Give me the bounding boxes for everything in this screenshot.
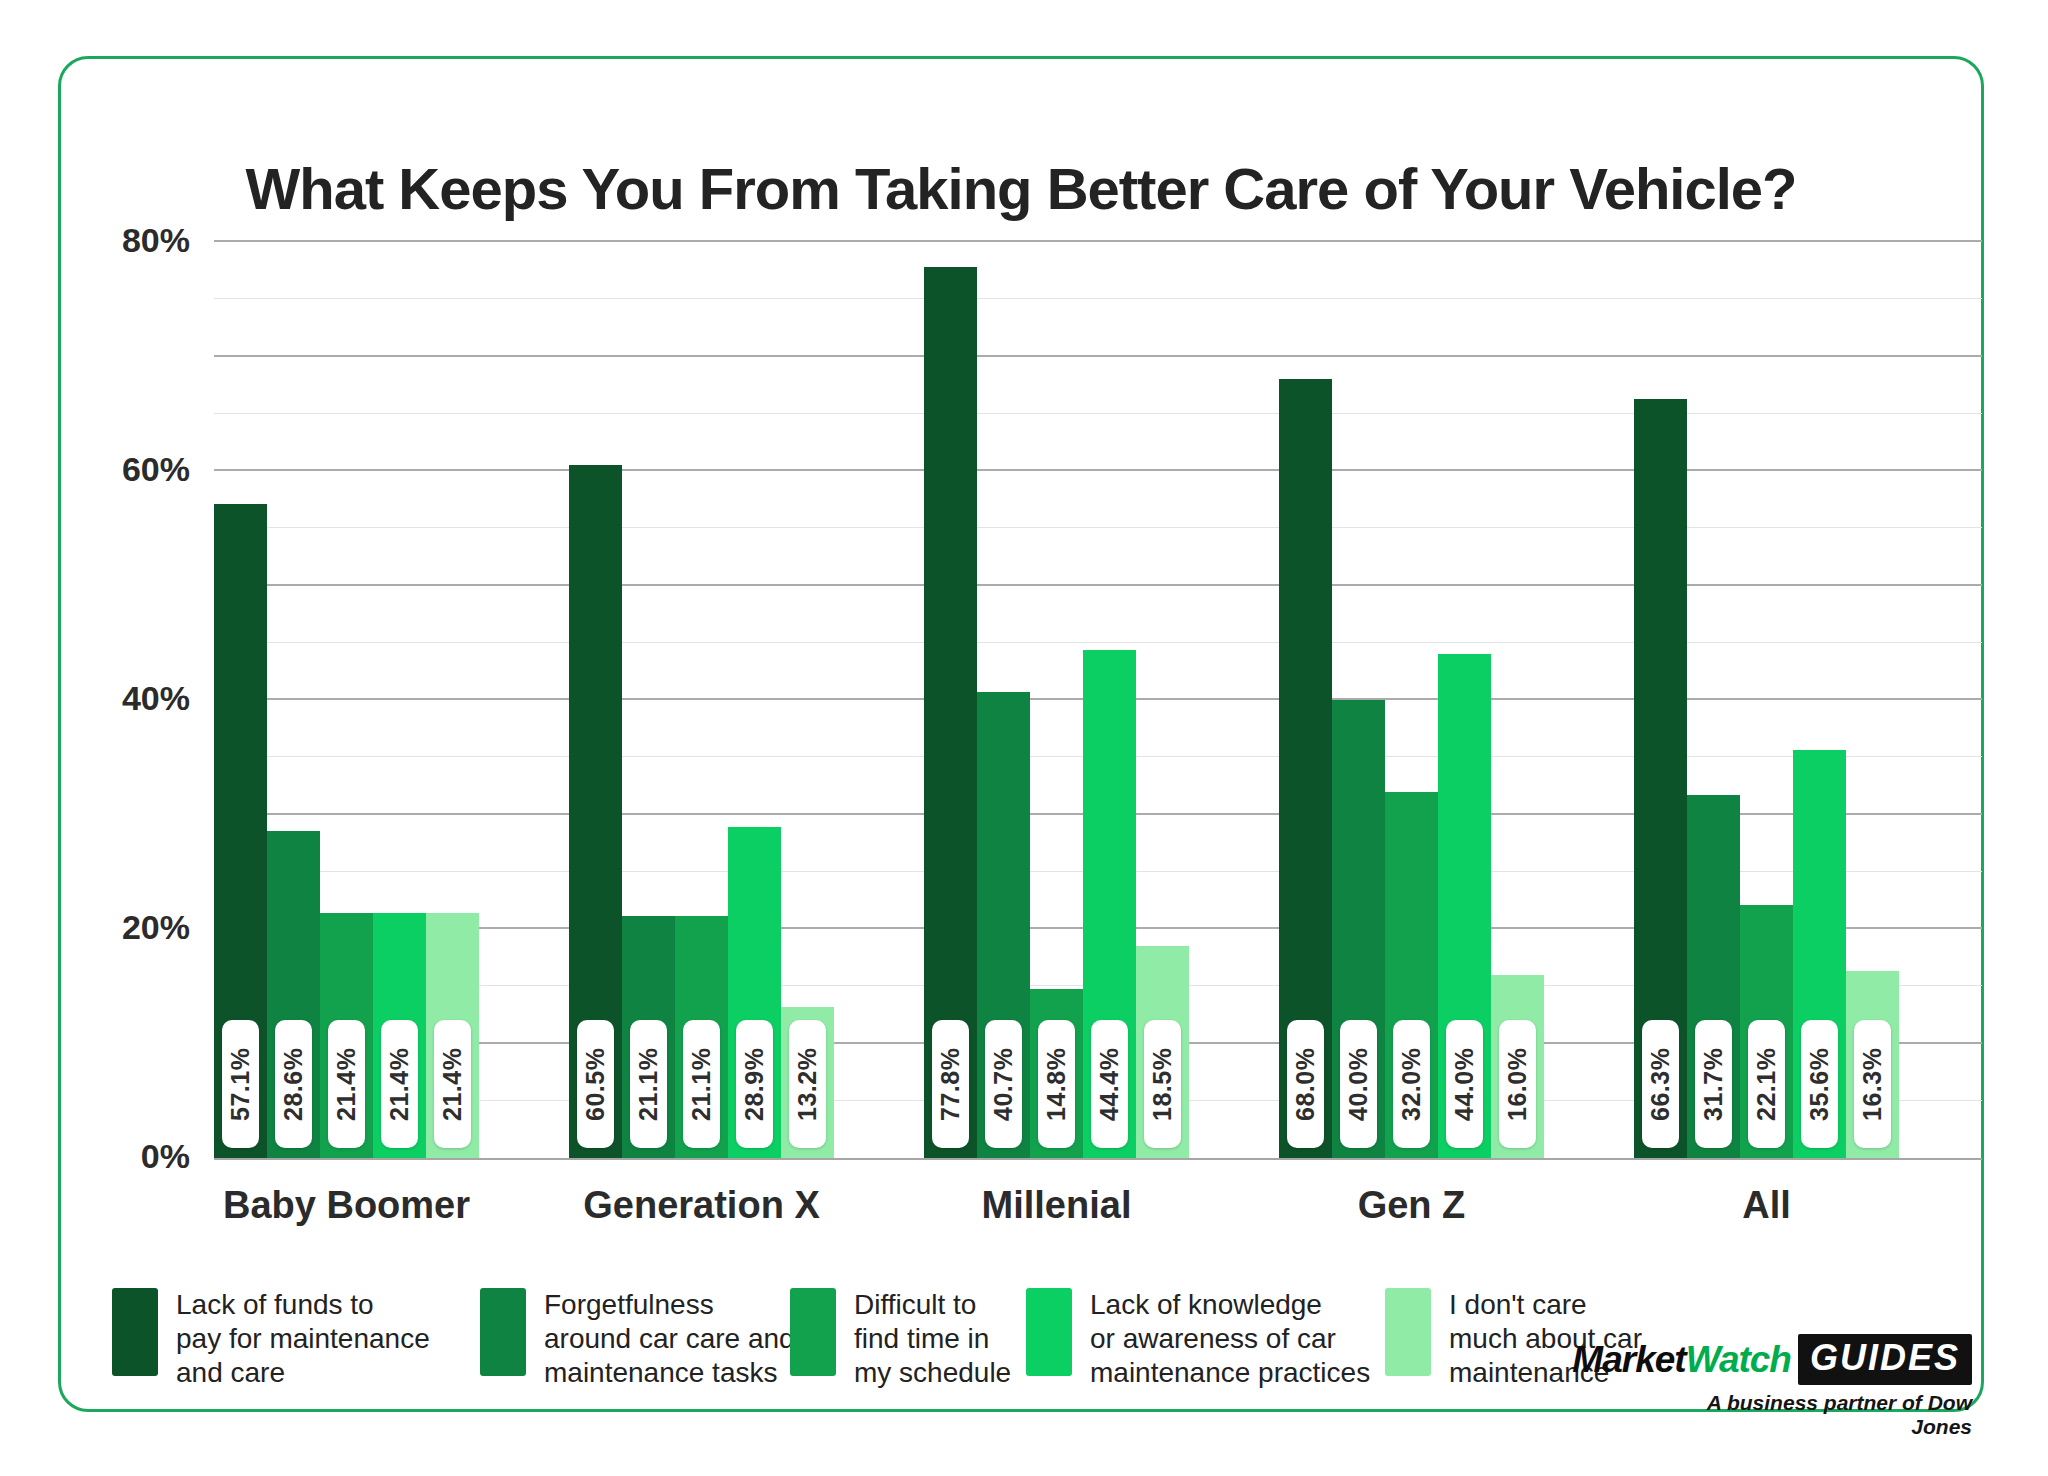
- bar-value-pill: 16.3%: [1854, 1020, 1891, 1148]
- bar-value-pill: 21.1%: [683, 1020, 720, 1148]
- bar-value-pill: 21.4%: [381, 1020, 418, 1148]
- legend-item: Lack of funds to pay for maintenance and…: [112, 1288, 430, 1390]
- bar-value-pill: 13.2%: [789, 1020, 826, 1148]
- legend-swatch: [790, 1288, 836, 1376]
- gridline-65: [214, 413, 1982, 414]
- legend-item: Forgetfulness around car care and mainte…: [480, 1288, 795, 1390]
- bar-value-label: 14.8%: [1038, 1020, 1075, 1148]
- bar-value-pill: 66.3%: [1642, 1020, 1679, 1148]
- legend-swatch: [480, 1288, 526, 1376]
- gridline-50: [214, 584, 1982, 586]
- gridline-45: [214, 642, 1982, 643]
- logo-market-text: Market: [1572, 1339, 1685, 1381]
- bar-value-pill: 21.4%: [328, 1020, 365, 1148]
- bar-value-pill: 32.0%: [1393, 1020, 1430, 1148]
- bar-value-pill: 35.6%: [1801, 1020, 1838, 1148]
- category-label-gen-z: Gen Z: [1279, 1184, 1544, 1227]
- logo-row: Market Watch GUIDES: [1672, 1334, 1972, 1385]
- page: { "title": "What Keeps You From Taking B…: [0, 0, 2048, 1476]
- bar-value-pill: 14.8%: [1038, 1020, 1075, 1148]
- bar-value-label: 35.6%: [1801, 1020, 1838, 1148]
- bar-value-pill: 44.4%: [1091, 1020, 1128, 1148]
- bar-value-label: 68.0%: [1287, 1020, 1324, 1148]
- bar-value-label: 21.4%: [434, 1020, 471, 1148]
- legend-label: Lack of knowledge or awareness of car ma…: [1090, 1288, 1370, 1390]
- x-axis-baseline: [214, 1158, 1982, 1160]
- legend-label: Forgetfulness around car care and mainte…: [544, 1288, 795, 1390]
- bar-value-pill: 44.0%: [1446, 1020, 1483, 1148]
- bar-value-pill: 40.0%: [1340, 1020, 1377, 1148]
- bar-value-pill: 22.1%: [1748, 1020, 1785, 1148]
- legend-swatch: [1026, 1288, 1072, 1376]
- legend-label: Lack of funds to pay for maintenance and…: [176, 1288, 430, 1390]
- bar-value-label: 60.5%: [577, 1020, 614, 1148]
- bar-value-pill: 21.1%: [630, 1020, 667, 1148]
- bar-value-label: 18.5%: [1144, 1020, 1181, 1148]
- bar-value-pill: 28.6%: [275, 1020, 312, 1148]
- bar-value-pill: 40.7%: [985, 1020, 1022, 1148]
- bar-value-label: 44.0%: [1446, 1020, 1483, 1148]
- bar-value-label: 44.4%: [1091, 1020, 1128, 1148]
- bar-value-label: 66.3%: [1642, 1020, 1679, 1148]
- gridline-60: [214, 469, 1982, 471]
- gridline-70: [214, 355, 1982, 357]
- y-tick-label-0%: 0%: [60, 1137, 190, 1176]
- bar-value-label: 16.0%: [1499, 1020, 1536, 1148]
- marketwatch-guides-logo: Market Watch GUIDES A business partner o…: [1672, 1334, 1972, 1439]
- bar-value-label: 13.2%: [789, 1020, 826, 1148]
- bar-value-label: 21.1%: [630, 1020, 667, 1148]
- bar-value-label: 40.0%: [1340, 1020, 1377, 1148]
- bar-value-label: 57.1%: [222, 1020, 259, 1148]
- legend-swatch: [1385, 1288, 1431, 1376]
- bar-value-label: 21.4%: [381, 1020, 418, 1148]
- logo-guides-badge: GUIDES: [1798, 1334, 1972, 1385]
- bar-value-label: 40.7%: [985, 1020, 1022, 1148]
- logo-tagline: A business partner of Dow Jones: [1672, 1391, 1972, 1439]
- legend-swatch: [112, 1288, 158, 1376]
- bar-value-label: 16.3%: [1854, 1020, 1891, 1148]
- logo-watch-text: Watch: [1686, 1339, 1791, 1381]
- category-label-generation-x: Generation X: [569, 1184, 834, 1227]
- category-label-all: All: [1634, 1184, 1899, 1227]
- bar-value-label: 28.9%: [736, 1020, 773, 1148]
- bar-value-pill: 16.0%: [1499, 1020, 1536, 1148]
- bar-chart-plot-area: 57.1%28.6%21.4%21.4%21.4%Baby Boomer60.5…: [214, 242, 1982, 1158]
- chart-title: What Keeps You From Taking Better Care o…: [61, 155, 1981, 222]
- legend-label: Difficult to find time in my schedule: [854, 1288, 1011, 1390]
- category-label-millenial: Millenial: [924, 1184, 1189, 1227]
- y-tick-label-80%: 80%: [60, 221, 190, 260]
- bar-value-pill: 21.4%: [434, 1020, 471, 1148]
- bar-value-pill: 68.0%: [1287, 1020, 1324, 1148]
- gridline-55: [214, 527, 1982, 528]
- bar-value-pill: 31.7%: [1695, 1020, 1732, 1148]
- bar-value-label: 28.6%: [275, 1020, 312, 1148]
- bar-value-label: 22.1%: [1748, 1020, 1785, 1148]
- y-tick-label-60%: 60%: [60, 450, 190, 489]
- gridline-80: [214, 240, 1982, 242]
- bar-value-label: 21.4%: [328, 1020, 365, 1148]
- bar-value-label: 31.7%: [1695, 1020, 1732, 1148]
- gridline-75: [214, 298, 1982, 299]
- bar-value-pill: 57.1%: [222, 1020, 259, 1148]
- bar-value-label: 77.8%: [932, 1020, 969, 1148]
- legend-item: Difficult to find time in my schedule: [790, 1288, 1011, 1390]
- bar-value-label: 32.0%: [1393, 1020, 1430, 1148]
- bar-value-pill: 28.9%: [736, 1020, 773, 1148]
- y-tick-label-20%: 20%: [60, 908, 190, 947]
- y-tick-label-40%: 40%: [60, 679, 190, 718]
- bar-value-pill: 18.5%: [1144, 1020, 1181, 1148]
- bar-value-pill: 77.8%: [932, 1020, 969, 1148]
- legend-item: Lack of knowledge or awareness of car ma…: [1026, 1288, 1370, 1390]
- bar-value-pill: 60.5%: [577, 1020, 614, 1148]
- bar-value-label: 21.1%: [683, 1020, 720, 1148]
- category-label-baby-boomer: Baby Boomer: [214, 1184, 479, 1227]
